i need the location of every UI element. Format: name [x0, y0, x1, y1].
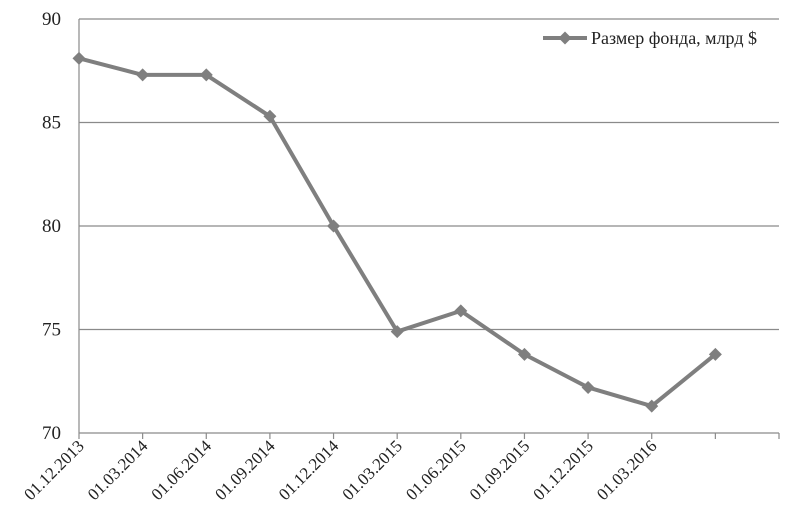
data-point-marker: [136, 68, 150, 82]
y-tick-label: 80: [42, 216, 61, 237]
x-tick-label: 01.03.2014: [84, 436, 152, 504]
data-point-marker: [581, 380, 595, 394]
x-tick-label: 01.03.2015: [338, 436, 406, 504]
x-tick-label: 01.12.2014: [275, 436, 343, 504]
gridlines: [79, 18, 779, 331]
x-tick-label: 01.12.2015: [529, 436, 597, 504]
x-tick-label: 01.12.2013: [20, 436, 88, 504]
axes: [78, 19, 780, 439]
x-tick-labels: 01.12.201301.03.201401.06.201401.09.2014…: [20, 436, 660, 504]
data-point-marker: [390, 325, 404, 339]
x-tick-label: 01.03.2016: [593, 436, 661, 504]
data-point-marker: [708, 347, 722, 361]
y-tick-label: 85: [42, 113, 61, 134]
y-tick-labels: 70 75 80 85 90: [42, 9, 61, 444]
y-tick-label: 70: [42, 423, 61, 444]
legend-label: Размер фонда, млрд $: [591, 28, 757, 48]
y-tick-label: 75: [42, 320, 61, 341]
data-point-marker: [645, 399, 659, 413]
data-point-marker: [199, 68, 213, 82]
legend-marker: [558, 31, 572, 45]
data-point-marker: [263, 109, 277, 123]
data-point-marker: [517, 347, 531, 361]
x-tick-label: 01.06.2015: [402, 436, 470, 504]
data-point-marker: [327, 219, 341, 233]
data-point-marker: [454, 304, 468, 318]
x-tick-label: 01.06.2014: [148, 436, 216, 504]
x-tick-label: 01.09.2014: [211, 436, 279, 504]
series-layer: [72, 51, 722, 413]
data-point-marker: [72, 51, 86, 65]
y-tick-label: 90: [42, 9, 61, 30]
legend: Размер фонда, млрд $: [543, 28, 757, 48]
x-tick-label: 01.09.2015: [466, 436, 534, 504]
series-line: [78, 56, 717, 409]
